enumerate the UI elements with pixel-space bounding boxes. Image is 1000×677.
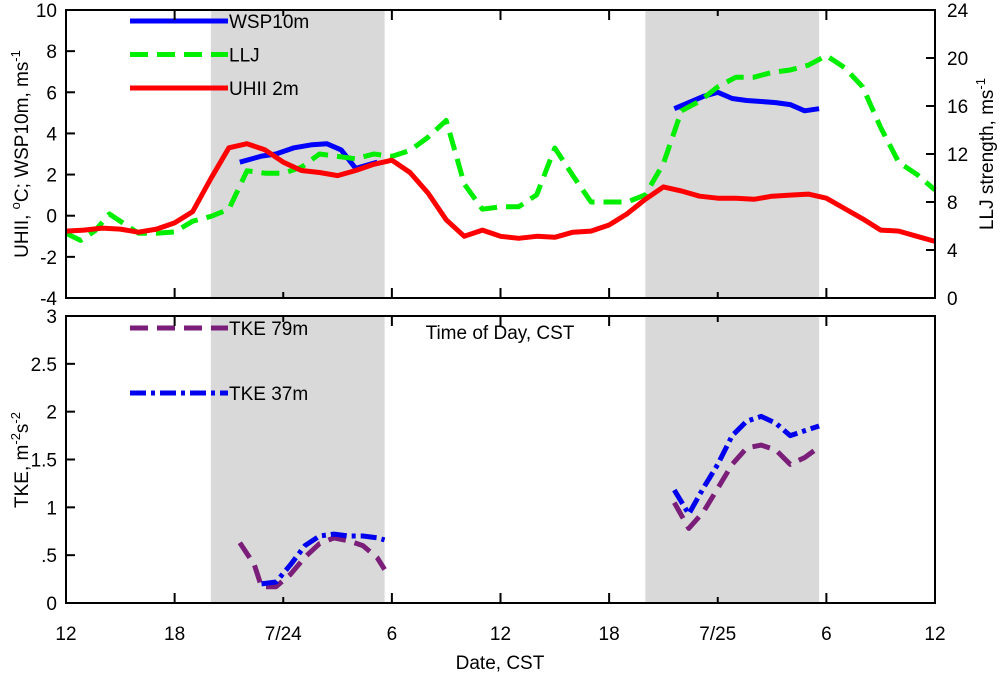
bottom-panel: TKE 79m TKE 37m 0 .5 1 1.5 2 2.5 3 12 18 7/24 6 12 18 7… (8, 307, 946, 674)
shaded-region-2 (645, 316, 820, 603)
y-axis-title-superscript: -2 (8, 433, 23, 445)
y-axis-title-part: TKE, m (12, 445, 33, 508)
shaded-region-1 (210, 316, 385, 603)
y-axis-title-part: C; WSP10m, ms (12, 62, 33, 202)
y-axis-title-superscript: o (8, 202, 23, 209)
y-tick-label: 1.5 (31, 451, 57, 472)
y2-tick-label: 4 (947, 241, 958, 262)
series-uhii-2m-line-1 (65, 141, 936, 244)
x-tick-label: 18 (164, 624, 185, 645)
y-tick-label: 10 (36, 1, 57, 22)
y2-tick-label: 20 (947, 49, 968, 70)
x-tick-label: 12 (55, 624, 76, 645)
y2-axis-title-superscript: -1 (973, 78, 988, 90)
x-tick-label: 12 (924, 624, 945, 645)
y-tick-label: 2 (46, 166, 57, 187)
y2-tick-label: 8 (947, 193, 958, 214)
y-tick-label: 4 (46, 124, 57, 145)
legend-label-uhii-2m: UHII 2m (229, 79, 299, 100)
series-tke-79m-line-2 (672, 442, 821, 531)
y-axis-title-part: s (12, 424, 33, 434)
x-tick-label: 6 (387, 624, 398, 645)
y-tick-label: 0 (46, 594, 57, 615)
y2-axis-title: LLJ strength, ms-1 (973, 78, 998, 230)
x-tick-label: 12 (490, 624, 511, 645)
y-tick-label: .5 (41, 546, 57, 567)
y-tick-label: -2 (40, 248, 57, 269)
y-tick-label: 2.5 (31, 355, 57, 376)
x-tick-label: 7/25 (699, 624, 736, 645)
series-tke-37m-line-2 (672, 413, 820, 517)
series-tke-79m-line-1 (237, 535, 387, 590)
y-tick-label: 1 (46, 498, 57, 519)
x-tick-label: 7/24 (265, 624, 302, 645)
y-axis-title: UHII, oC; WSP10m, ms-1 (8, 50, 33, 258)
y-tick-label: 2 (46, 403, 57, 424)
y2-tick-label: 0 (947, 289, 958, 310)
y2-tick-label: 12 (947, 145, 968, 166)
y-axis-title-part: UHII, (12, 209, 33, 258)
y-tick-label: 0 (46, 207, 57, 228)
series-llj-line-1 (64, 53, 937, 243)
legend-label-tke-37m: TKE 37m (229, 384, 308, 405)
y-axis-title: TKE, m-2s-2 (8, 412, 33, 508)
legend-label-tke-79m: TKE 79m (229, 319, 308, 340)
y2-tick-label: 24 (947, 1, 969, 22)
y-tick-label: 8 (46, 42, 57, 63)
shaded-region-2 (645, 10, 820, 298)
y2-tick-label: 16 (947, 97, 968, 118)
series-tke-37m-line-1 (261, 531, 386, 587)
y-axis-title-superscript: -2 (8, 412, 23, 424)
panel-title: Time of Day, CST (426, 323, 575, 344)
y-tick-label: 6 (46, 83, 57, 104)
x-tick-label: 6 (821, 624, 832, 645)
legend-label-llj: LLJ (229, 46, 260, 67)
y-axis-title-superscript: -1 (8, 50, 23, 62)
y-tick-label: -4 (40, 289, 57, 310)
series-wsp10m-line-1 (239, 141, 379, 171)
shaded-region-1 (210, 10, 385, 298)
x-tick-label: 18 (599, 624, 620, 645)
legend-label-wsp10m: WSP10m (229, 12, 309, 33)
y2-axis-title-part: LLJ strength, ms (977, 90, 998, 230)
series-wsp10m-line-2 (673, 89, 820, 114)
y-tick-label: 3 (46, 307, 57, 328)
x-axis-title: Date, CST (456, 653, 545, 674)
